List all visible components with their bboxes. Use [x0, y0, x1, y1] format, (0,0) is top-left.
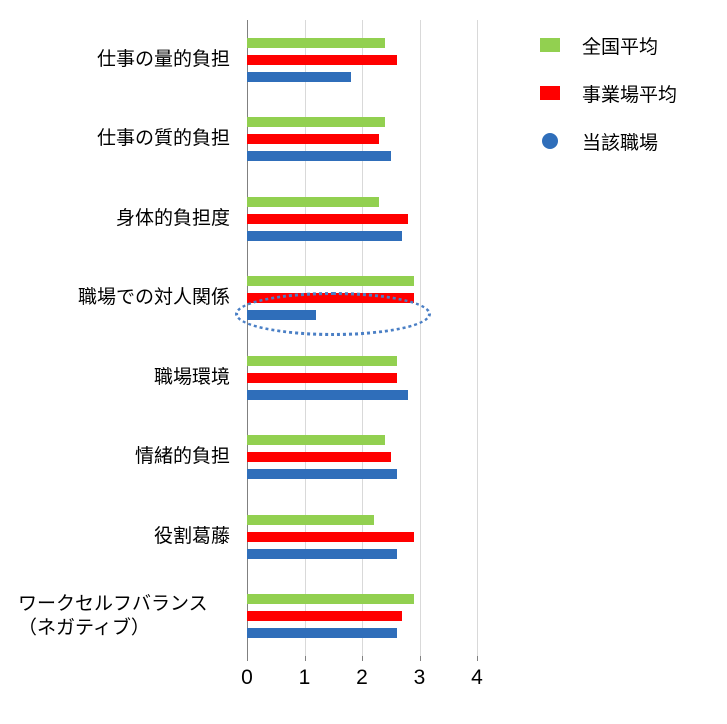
gridline: [362, 20, 363, 656]
bar-workplace: [247, 549, 397, 559]
bar-workplace: [247, 151, 391, 161]
x-tick-label: 2: [356, 666, 368, 690]
category-label: 役割葛藤: [154, 525, 230, 549]
y-axis-line: [247, 20, 248, 656]
square-icon: [540, 38, 560, 52]
x-tick-label: 3: [414, 666, 426, 690]
bar-national: [247, 276, 414, 286]
highlight-ellipse: [235, 292, 431, 336]
bar-site: [247, 611, 402, 621]
circle-icon: [542, 133, 558, 149]
category-label: 仕事の質的負担: [97, 127, 230, 151]
bar-workplace: [247, 469, 397, 479]
stress-chart: 0 1 2 3 4 仕事の量的負担仕事の質的負担身体的負担度職場での対人関係職場…: [0, 0, 727, 724]
x-tick-label: 0: [241, 666, 253, 690]
category-label: 職場での対人関係: [78, 286, 230, 310]
gridline: [420, 20, 421, 656]
bar-workplace: [247, 390, 408, 400]
bar-site: [247, 134, 379, 144]
y-axis-labels: 仕事の量的負担仕事の質的負担身体的負担度職場での対人関係職場環境情緒的負担役割葛…: [10, 20, 240, 656]
plot-area: [247, 20, 477, 656]
bar-site: [247, 532, 414, 542]
category-label: 身体的負担度: [116, 207, 230, 231]
legend: 全国平均 事業場平均 当該職場: [540, 32, 677, 176]
bar-workplace: [247, 628, 397, 638]
category-label: 職場環境: [154, 366, 230, 390]
bar-site: [247, 55, 397, 65]
legend-label: 全国平均: [582, 32, 658, 59]
tick: [362, 656, 363, 661]
bar-national: [247, 515, 374, 525]
x-tick-label: 4: [471, 666, 483, 690]
tick: [420, 656, 421, 661]
legend-label: 事業場平均: [582, 80, 677, 107]
x-axis-labels: 0 1 2 3 4: [247, 666, 477, 696]
legend-label: 当該職場: [582, 128, 658, 155]
tick: [247, 656, 248, 661]
bar-national: [247, 435, 385, 445]
x-tick-label: 1: [299, 666, 311, 690]
bar-site: [247, 452, 391, 462]
category-label: 仕事の量的負担: [97, 48, 230, 72]
bar-site: [247, 214, 408, 224]
tick: [305, 656, 306, 661]
gridline: [477, 20, 478, 656]
bar-national: [247, 594, 414, 604]
bar-national: [247, 356, 397, 366]
square-icon: [540, 86, 560, 100]
bar-national: [247, 38, 385, 48]
legend-item-site: 事業場平均: [540, 80, 677, 106]
category-label: ワークセルフバランス（ネガティブ）: [18, 593, 208, 641]
tick: [477, 656, 478, 661]
gridline: [305, 20, 306, 656]
legend-item-national: 全国平均: [540, 32, 677, 58]
category-label: 情緒的負担: [135, 445, 230, 469]
bar-workplace: [247, 231, 402, 241]
bar-national: [247, 117, 385, 127]
legend-item-workplace: 当該職場: [540, 128, 677, 154]
bar-site: [247, 373, 397, 383]
bar-national: [247, 197, 379, 207]
bar-workplace: [247, 72, 351, 82]
